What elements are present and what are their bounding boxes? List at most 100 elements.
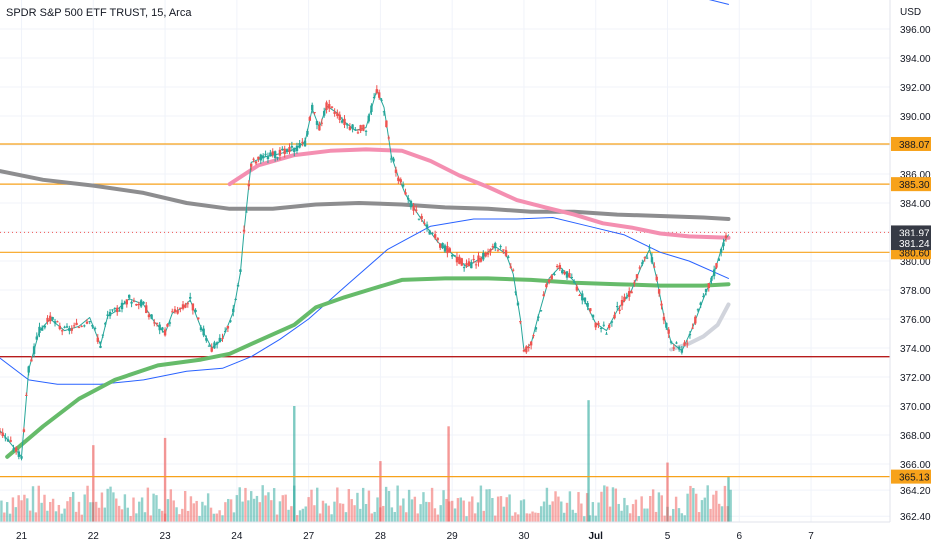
volume-bar	[654, 511, 658, 522]
sma-green-line	[5, 276, 731, 459]
level-label: 385.30	[899, 180, 930, 191]
volume-bar	[204, 505, 207, 522]
volume-bar	[158, 508, 161, 522]
volume-bar	[560, 501, 563, 522]
price-tick-label: 392.00	[900, 83, 931, 94]
volume-bar	[660, 495, 663, 522]
candle-body	[106, 314, 109, 317]
volume-bar	[100, 492, 104, 522]
candle-body	[474, 264, 478, 266]
candle-body	[561, 270, 564, 274]
volume-spike	[293, 406, 296, 522]
volume-bar	[646, 508, 649, 522]
candle-body	[158, 324, 161, 331]
volume-bar	[367, 490, 371, 522]
candle-body	[12, 448, 15, 450]
candle-body	[161, 327, 164, 330]
price-tick-label: 362.40	[900, 512, 931, 523]
volume-bar	[649, 495, 652, 522]
volume-bar	[594, 515, 597, 522]
candle-body	[570, 277, 574, 279]
volume-bar	[600, 491, 603, 522]
candle-body	[197, 317, 200, 320]
candle-body	[189, 296, 192, 299]
volume-bar	[643, 508, 646, 522]
candle-body	[96, 337, 99, 342]
volume-bar	[336, 487, 339, 522]
volume-bar	[149, 515, 152, 522]
volume-bar	[290, 506, 293, 522]
volume-bar	[117, 505, 121, 522]
volume-bar	[511, 515, 514, 522]
candle-body	[166, 324, 169, 327]
candle-body	[150, 314, 153, 319]
candle-body	[20, 456, 23, 459]
candle-body	[420, 216, 423, 219]
volume-bar	[410, 499, 414, 522]
volume-bar	[215, 513, 218, 522]
candle-body	[338, 114, 341, 120]
candle-body	[111, 309, 114, 311]
volume-bar	[680, 513, 684, 522]
candle-body	[120, 302, 124, 310]
candle-body	[724, 235, 728, 238]
candle-body	[259, 154, 262, 161]
volume-bar	[430, 487, 434, 522]
volume-bar	[606, 486, 609, 522]
volume-bar	[505, 497, 508, 522]
candle-body	[245, 211, 248, 213]
candle-body	[455, 256, 459, 263]
candle-body	[589, 308, 592, 312]
candle-body	[563, 271, 566, 275]
candle-body	[17, 451, 21, 457]
volume-bar	[209, 507, 213, 522]
volume-bar	[46, 510, 49, 522]
volume-bar	[169, 489, 173, 522]
candle-body	[484, 252, 487, 257]
candle-body	[252, 158, 255, 160]
candle-body	[625, 296, 629, 298]
volume-bar	[106, 488, 109, 522]
candle-body	[441, 242, 444, 249]
volume-bar	[419, 504, 422, 522]
chart-grid	[0, 0, 890, 522]
sma-grey-line	[0, 169, 731, 221]
candle-body	[496, 249, 500, 251]
volume-bar	[456, 498, 460, 522]
volume-bar	[152, 493, 155, 522]
candle-body	[163, 329, 167, 336]
candle-body	[717, 258, 721, 261]
price-tick-label: 386.00	[900, 170, 931, 181]
chart-title: SPDR S&P 500 ETF TRUST, 15, Arca	[6, 7, 192, 19]
candle-body	[460, 258, 463, 266]
volume-bar	[402, 498, 405, 522]
time-axis[interactable]: 21 22 23 24 27 28 29 30 Jul 5 6 7	[0, 521, 932, 550]
volume-bar	[729, 489, 732, 522]
volume-bar	[201, 501, 204, 522]
candle-body	[257, 156, 260, 160]
volume-bar	[28, 510, 32, 522]
price-label: 381.24	[899, 239, 930, 250]
candle-body	[502, 249, 505, 251]
volume-bar	[264, 495, 267, 522]
price-tick-label: 384.00	[900, 199, 931, 210]
candle-body	[318, 125, 321, 131]
candle-body	[320, 122, 323, 124]
date-tick-label: 27	[303, 531, 315, 542]
volume-bar	[485, 489, 488, 522]
volume-bar	[531, 511, 534, 522]
volume-bar	[720, 506, 724, 522]
price-axis[interactable]: USD396.00394.00392.00390.00388.00386.003…	[889, 0, 932, 550]
volume-bar	[620, 510, 623, 522]
volume-bar	[353, 505, 356, 522]
candle-body	[223, 331, 227, 333]
volume-bar	[327, 505, 330, 522]
candle-body	[378, 92, 381, 98]
candle-body	[58, 325, 62, 330]
volume-bar	[476, 502, 480, 522]
candle-body	[186, 303, 190, 305]
candle-body	[655, 276, 658, 281]
candle-body	[32, 346, 36, 354]
candle-body	[667, 329, 670, 334]
